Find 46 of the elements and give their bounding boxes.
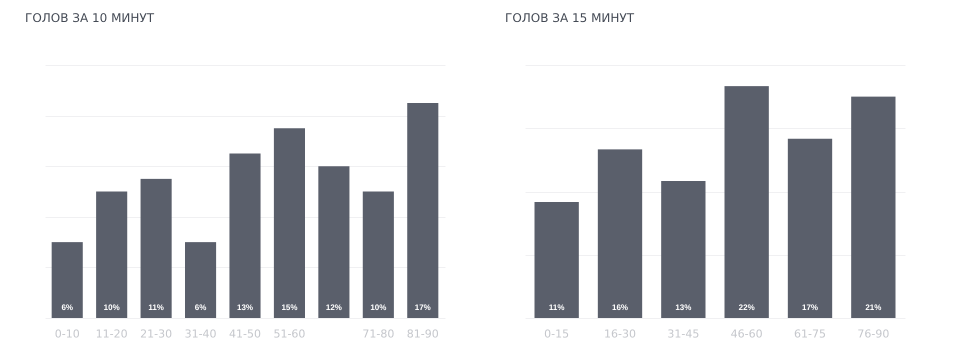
data-label: 6% bbox=[194, 303, 206, 312]
data-label: 10% bbox=[104, 303, 120, 312]
data-label: 6% bbox=[61, 303, 74, 312]
bar bbox=[407, 102, 438, 318]
bar bbox=[52, 242, 83, 318]
bar bbox=[851, 96, 896, 318]
data-label: 15% bbox=[281, 303, 298, 312]
chart-title: ГОЛОВ ЗА 15 МИНУТ bbox=[505, 11, 635, 25]
bar bbox=[598, 149, 642, 318]
bar bbox=[185, 242, 216, 318]
x-tick-label: 76-90 bbox=[857, 328, 890, 340]
data-label: 21% bbox=[865, 303, 882, 312]
data-label: 10% bbox=[370, 303, 386, 312]
x-tick-label: 51-60 bbox=[273, 328, 306, 340]
x-tick-label: 81-90 bbox=[406, 328, 439, 340]
x-tick-label: 46-60 bbox=[730, 328, 763, 340]
bar bbox=[362, 192, 394, 318]
bar bbox=[724, 86, 769, 318]
x-tick-label: 0-10 bbox=[54, 328, 80, 340]
x-tick-label: 31-45 bbox=[667, 328, 700, 340]
bar bbox=[274, 128, 305, 318]
bar bbox=[229, 154, 261, 318]
chart-title: ГОЛОВ ЗА 10 МИНУТ bbox=[25, 11, 155, 25]
data-label: 16% bbox=[612, 303, 628, 312]
bar bbox=[661, 180, 706, 318]
x-tick-label: 61-75 bbox=[794, 328, 826, 340]
x-tick-label: 21-30 bbox=[140, 328, 172, 340]
bar bbox=[534, 202, 579, 318]
data-label: 11% bbox=[148, 303, 164, 312]
x-tick-label: 41-50 bbox=[229, 328, 261, 340]
data-label: 11% bbox=[548, 303, 564, 312]
data-label: 13% bbox=[236, 303, 254, 312]
bar bbox=[318, 166, 350, 318]
bar bbox=[788, 138, 832, 318]
data-label: 17% bbox=[414, 303, 431, 312]
bar bbox=[96, 192, 128, 318]
x-tick-label: 0-15 bbox=[544, 328, 570, 340]
x-tick-label: 11-20 bbox=[96, 328, 128, 340]
bar bbox=[140, 178, 172, 318]
data-label: 22% bbox=[738, 303, 755, 312]
data-label: 13% bbox=[675, 303, 692, 312]
data-label: 12% bbox=[326, 303, 342, 312]
data-label: 17% bbox=[802, 303, 818, 312]
x-tick-label: 16-30 bbox=[604, 328, 636, 340]
x-tick-label: 71-80 bbox=[362, 328, 394, 340]
x-tick-label: 31-40 bbox=[184, 328, 217, 340]
